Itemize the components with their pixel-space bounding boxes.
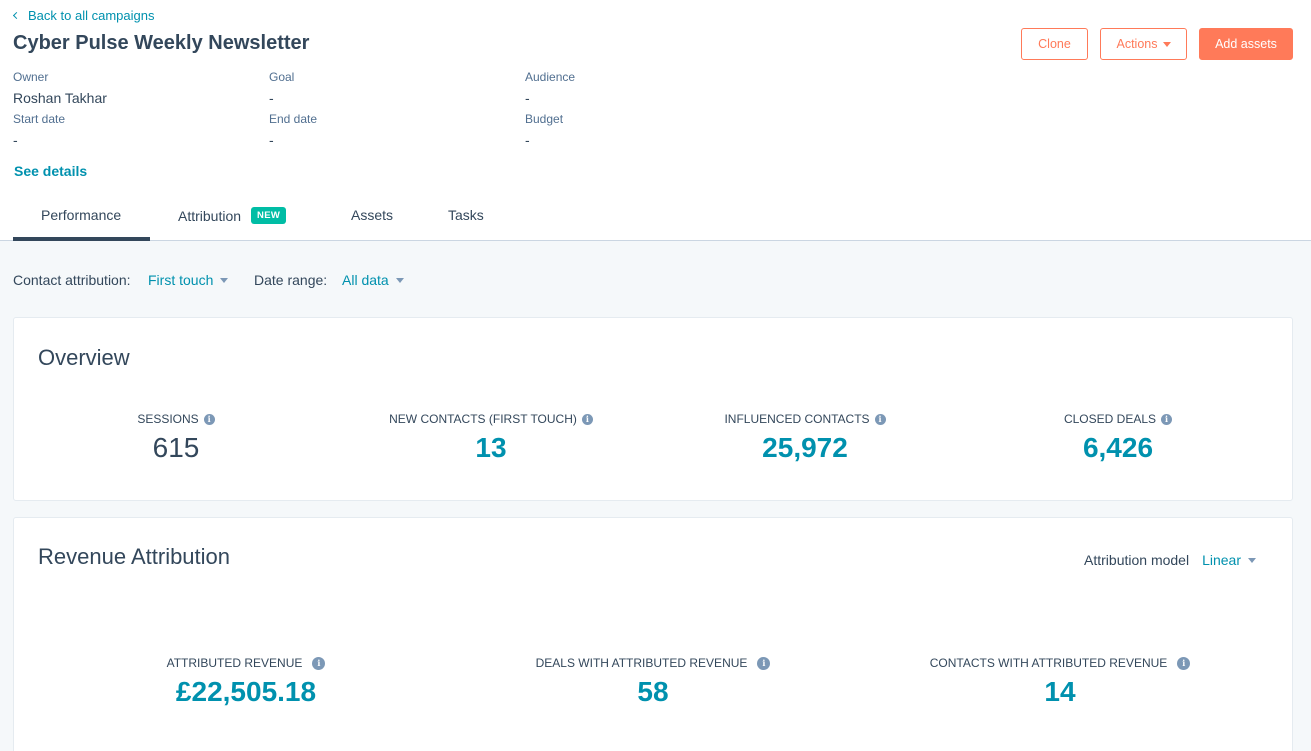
info-icon[interactable]: i (1177, 656, 1191, 670)
clone-button-label: Clone (1038, 37, 1071, 51)
owner-label: Owner (13, 70, 49, 84)
influenced-contacts-value[interactable]: 25,972 (762, 432, 848, 463)
new-badge: NEW (251, 207, 287, 224)
deals-attributed-revenue-value[interactable]: 58 (637, 676, 669, 707)
deals-attributed-revenue-label-row: DEALS WITH ATTRIBUTED REVENUE i (508, 656, 798, 670)
contacts-attributed-revenue-label-row: CONTACTS WITH ATTRIBUTED REVENUE i (910, 656, 1210, 670)
info-icon[interactable]: i (874, 413, 886, 425)
attributed-revenue-label: ATTRIBUTED REVENUE (166, 656, 303, 670)
closed-deals-value[interactable]: 6,426 (1082, 432, 1154, 463)
influenced-contacts-label-row: INFLUENCED CONTACTS i (695, 412, 915, 426)
revenue-attribution-title: Revenue Attribution (38, 544, 231, 569)
tab-attribution-label: Attribution (178, 207, 242, 224)
tab-performance[interactable]: Performance (41, 207, 121, 223)
tab-assets[interactable]: Assets (351, 207, 393, 223)
overview-title: Overview (38, 345, 130, 370)
end-date-value: - (269, 132, 274, 148)
audience-value: - (525, 90, 530, 106)
budget-value: - (525, 132, 530, 148)
active-tab-indicator (13, 237, 150, 241)
closed-deals-label: CLOSED DEALS (1063, 412, 1157, 426)
caret-down-icon (1162, 41, 1171, 47)
owner-value: Roshan Takhar (13, 90, 107, 106)
tab-tasks-label: Tasks (448, 207, 484, 223)
attribution-model-value: Linear (1202, 552, 1241, 568)
add-assets-button-label: Add assets (1215, 37, 1277, 51)
budget-label: Budget (525, 112, 564, 126)
deals-attributed-revenue-stat: DEALS WITH ATTRIBUTED REVENUE i 58 (508, 656, 798, 708)
tab-attribution[interactable]: Attribution NEW (178, 207, 287, 224)
caret-down-icon (1248, 557, 1256, 563)
end-date-label: End date (269, 112, 318, 126)
closed-deals-label-row: CLOSED DEALS i (1018, 412, 1218, 426)
new-contacts-stat: NEW CONTACTS (FIRST TOUCH) i 13 (366, 412, 616, 464)
contact-attribution-value: First touch (148, 272, 214, 288)
goal-label: Goal (269, 70, 295, 84)
chevron-left-icon (12, 11, 21, 20)
tab-tasks[interactable]: Tasks (448, 207, 484, 223)
caret-down-icon (395, 277, 404, 283)
info-icon[interactable]: i (581, 413, 593, 425)
back-link-label: Back to all campaigns (28, 8, 155, 23)
contact-attribution-dropdown[interactable]: First touch (148, 272, 229, 288)
attributed-revenue-stat: ATTRIBUTED REVENUE i £22,505.18 (126, 656, 366, 708)
influenced-contacts-stat: INFLUENCED CONTACTS i 25,972 (695, 412, 915, 464)
date-range-dropdown[interactable]: All data (342, 272, 404, 288)
date-range-label: Date range: (254, 272, 328, 288)
actions-button[interactable]: Actions (1100, 28, 1187, 60)
goal-value: - (269, 90, 274, 106)
clone-button[interactable]: Clone (1021, 28, 1088, 60)
see-details-link[interactable]: See details (14, 163, 88, 179)
deals-attributed-revenue-label: DEALS WITH ATTRIBUTED REVENUE (535, 656, 748, 670)
influenced-contacts-label: INFLUENCED CONTACTS (724, 412, 870, 426)
overview-card: Overview SESSIONS i 615 NEW CONTACTS (FI… (13, 317, 1293, 501)
sessions-value: 615 (152, 432, 200, 463)
sessions-label-row: SESSIONS i (76, 412, 276, 426)
attribution-model-dropdown[interactable]: Linear (1202, 552, 1256, 568)
start-date-label: Start date (13, 112, 66, 126)
tab-assets-label: Assets (351, 207, 394, 223)
info-icon[interactable]: i (203, 413, 215, 425)
closed-deals-stat: CLOSED DEALS i 6,426 (1018, 412, 1218, 464)
contacts-attributed-revenue-stat: CONTACTS WITH ATTRIBUTED REVENUE i 14 (910, 656, 1210, 708)
contact-attribution-label: Contact attribution: (13, 272, 131, 288)
page-title: Cyber Pulse Weekly Newsletter (13, 32, 310, 54)
tab-performance-label: Performance (41, 207, 122, 223)
attributed-revenue-value[interactable]: £22,505.18 (175, 676, 317, 707)
attributed-revenue-label-row: ATTRIBUTED REVENUE i (126, 656, 366, 670)
attribution-model-label: Attribution model (1084, 552, 1190, 568)
sessions-label: SESSIONS (137, 412, 199, 426)
info-icon[interactable]: i (312, 656, 326, 670)
contacts-attributed-revenue-label: CONTACTS WITH ATTRIBUTED REVENUE (929, 656, 1168, 670)
info-icon[interactable]: i (757, 656, 771, 670)
campaign-header: Back to all campaigns Cyber Pulse Weekly… (0, 0, 1311, 241)
add-assets-button[interactable]: Add assets (1199, 28, 1293, 60)
back-to-campaigns-link[interactable]: Back to all campaigns (12, 8, 155, 23)
contacts-attributed-revenue-value[interactable]: 14 (1044, 676, 1076, 707)
info-icon[interactable]: i (1161, 413, 1173, 425)
date-range-value: All data (342, 272, 389, 288)
attribution-model-control: Attribution model Linear (1084, 552, 1256, 568)
revenue-attribution-card: Revenue Attribution Attribution model Li… (13, 517, 1293, 751)
new-contacts-label-row: NEW CONTACTS (FIRST TOUCH) i (366, 412, 616, 426)
start-date-value: - (13, 132, 18, 148)
new-contacts-value[interactable]: 13 (475, 432, 507, 463)
actions-button-label: Actions (1116, 37, 1158, 51)
new-contacts-label: NEW CONTACTS (FIRST TOUCH) (389, 412, 577, 426)
audience-label: Audience (525, 70, 576, 84)
caret-down-icon (220, 277, 229, 283)
sessions-stat: SESSIONS i 615 (76, 412, 276, 464)
